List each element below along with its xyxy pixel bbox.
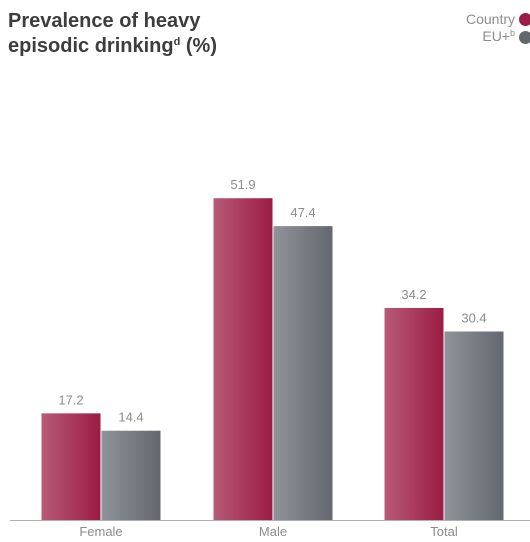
value-label-country-female: 17.2 <box>58 392 83 407</box>
chart-title-footnote: d <box>173 36 181 48</box>
bar-eu-female <box>101 430 161 520</box>
legend-swatch-country <box>519 13 530 26</box>
value-label-eu-female: 14.4 <box>118 410 143 425</box>
value-label-country-male: 51.9 <box>230 177 255 192</box>
bar-eu-total <box>444 331 504 520</box>
bar-eu-male <box>273 226 333 520</box>
category-label-female: Female <box>79 524 122 539</box>
legend-item-country: Country <box>466 11 530 28</box>
legend-label-eu-footnote: b <box>509 28 515 38</box>
legend-swatch-eu <box>519 31 530 44</box>
category-label-total: Total <box>430 524 458 539</box>
bar-country-female <box>41 413 101 520</box>
bar-country-male <box>213 198 273 520</box>
value-label-eu-total: 30.4 <box>461 311 486 326</box>
chart-title: Prevalence of heavy episodic drinkingd (%… <box>8 9 217 62</box>
category-label-male: Male <box>259 524 287 539</box>
bar-country-total <box>384 307 444 520</box>
chart-title-line2: episodic drinking <box>8 35 174 57</box>
value-label-country-total: 34.2 <box>401 287 426 302</box>
chart-title-unit: (%) <box>180 35 217 57</box>
chart-legend: Country EU+b <box>466 11 530 47</box>
legend-label-country: Country <box>465 11 515 27</box>
value-label-eu-male: 47.4 <box>290 205 315 220</box>
legend-label-eu: EU+b <box>482 28 515 47</box>
legend-item-eu: EU+b <box>466 28 530 47</box>
chart-title-line1: Prevalence of heavy <box>8 10 201 32</box>
legend-label-eu-text: EU+ <box>482 28 510 44</box>
